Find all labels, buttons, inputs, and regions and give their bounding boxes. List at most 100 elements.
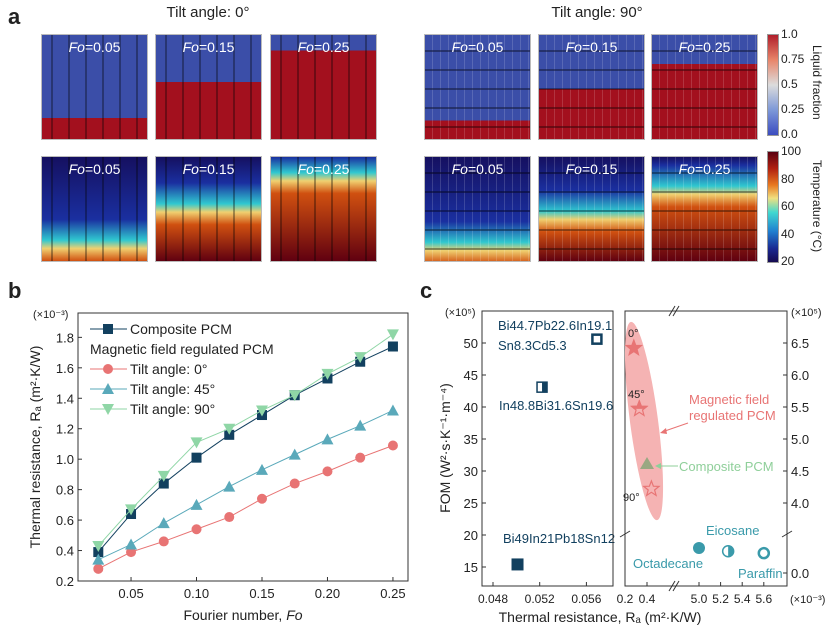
data-point: [321, 433, 334, 445]
data-point: [386, 404, 399, 416]
legend-marker: [103, 364, 113, 374]
data-point: [289, 478, 300, 489]
data-point: [223, 423, 236, 435]
y-tick-label: 20: [464, 528, 478, 543]
axis-break-mark: [781, 530, 793, 538]
point-label: 45°: [628, 389, 645, 401]
y-tick-label: 0.0: [791, 566, 809, 581]
data-point: [224, 512, 235, 523]
series-line-0: [97, 346, 394, 553]
axis-break-mark: [672, 305, 680, 317]
y-tick-label: 30: [464, 464, 478, 479]
x-axis-label: Fourier number, Fo: [183, 607, 302, 623]
point-label: 0°: [628, 328, 639, 340]
square-half-fill: [542, 382, 548, 393]
y-tick-label: 0.2: [56, 574, 74, 589]
fo-label: Fo=0.25: [678, 39, 731, 55]
arrowhead: [655, 463, 661, 469]
x-tick-label: 5.4: [734, 592, 751, 606]
highlight-region: [624, 321, 664, 521]
colorbar-tick-label: 0.75: [781, 52, 805, 66]
temperature-title: Temperature (°C): [810, 160, 824, 253]
fo-label: Fo=0.15: [182, 39, 235, 55]
right-x-multiplier: (×10⁻³): [790, 594, 825, 606]
liquid-fraction-title: Liquid fraction: [810, 45, 824, 120]
legend-marker: [102, 383, 114, 394]
data-point: [387, 440, 398, 451]
annotation-magnetic-pcm: Magnetic field: [689, 392, 769, 407]
data-point-star-open: [642, 479, 661, 497]
y-axis-label: FOM (W²·s·K⁻¹·m⁻⁴): [437, 383, 453, 513]
x-tick-label: 0.25: [380, 586, 405, 601]
y-tick-label: 1.2: [56, 422, 74, 437]
y-tick-label: 25: [464, 496, 478, 511]
data-point: [288, 390, 301, 402]
colorbar-tick-label: 20: [781, 254, 795, 268]
data-point: [190, 498, 203, 510]
x-tick-label: 0.2: [617, 592, 634, 606]
data-point-triangle: [640, 456, 654, 469]
liquid-fraction-map: Fo=0.25: [270, 34, 377, 140]
panel-a-label: a: [8, 4, 21, 29]
x-tick-label: 0.052: [525, 592, 555, 606]
plot-c-right-frame: [624, 310, 788, 587]
alloy-label-bipbinsncd-line1: Bi44.7Pb22.6In19.1: [498, 318, 612, 333]
fo-label: Fo=0.25: [678, 161, 731, 177]
fo-label: Fo=0.05: [451, 39, 504, 55]
data-point: [224, 429, 235, 440]
x-tick-label: 5.6: [755, 592, 772, 606]
legend-label: Tilt angle: 0°: [130, 361, 207, 377]
colorbar-tick-label: 1.0: [781, 27, 798, 41]
y-tick-label: 1.6: [56, 361, 74, 376]
fo-label: Fo=0.05: [68, 39, 121, 55]
point-label: Paraffin: [738, 566, 783, 581]
fo-label: Fo=0.15: [565, 161, 618, 177]
data-point: [93, 547, 104, 558]
y-tick-label: 1.4: [56, 391, 74, 406]
y-tick-label: 4.5: [791, 464, 809, 479]
y-tick-label: 40: [464, 400, 478, 415]
y-tick-label: 45: [464, 368, 478, 383]
x-tick-label: 5.2: [712, 592, 729, 606]
alloy-label-bipbinsncd-line2: Sn8.3Cd5.3: [498, 338, 567, 353]
axis-break-mark: [672, 580, 680, 592]
data-point: [191, 452, 202, 463]
x-tick-label: 0.15: [249, 586, 274, 601]
axis-break-mark: [619, 530, 631, 538]
series-line-1: [98, 445, 394, 570]
liquid-fraction-colorbar: [767, 34, 779, 136]
legend-group-title: Magnetic field regulated PCM: [90, 341, 274, 357]
data-point: [255, 463, 268, 475]
y-tick-label: 15: [464, 560, 478, 575]
legend-marker: [102, 404, 114, 415]
data-point: [157, 517, 170, 529]
x-tick-label: 0.048: [478, 592, 508, 606]
x-tick-label: 0.05: [118, 586, 143, 601]
y-tick-label: 0.4: [56, 544, 74, 559]
group-title-tilt-0: Tilt angle: 0°: [166, 4, 250, 21]
legend-label: Tilt angle: 90°: [130, 401, 215, 417]
circle-half-fill: [728, 545, 734, 557]
y-axis-label: Thermal resistance, Rₐ (m²·K/W): [27, 346, 43, 549]
colorbar-tick-label: 0.5: [781, 77, 798, 91]
data-point: [93, 563, 104, 574]
fo-label: Fo=0.15: [565, 39, 618, 55]
temperature-map: Fo=0.15: [155, 156, 262, 262]
data-point: [190, 437, 203, 449]
data-point-square-open: [591, 333, 603, 345]
alloy-label-inbisn: In48.8Bi31.6Sn19.6: [499, 398, 613, 413]
colorbar-tick-label: 40: [781, 226, 795, 241]
point-label: Eicosane: [706, 523, 759, 538]
data-point: [92, 553, 105, 565]
liquid-fraction-map: Fo=0.05: [424, 34, 531, 140]
series-line-2: [98, 410, 394, 561]
temperature-colorbar: [767, 151, 779, 263]
plot-c-left-frame: [481, 310, 614, 587]
data-point: [354, 352, 367, 364]
fo-label: Fo=0.05: [68, 161, 121, 177]
temperature-map: Fo=0.25: [270, 156, 377, 262]
data-point: [321, 368, 334, 380]
alloy-label-biinpbsn: Bi49In21Pb18Sn12: [503, 531, 615, 546]
data-point: [125, 504, 138, 516]
